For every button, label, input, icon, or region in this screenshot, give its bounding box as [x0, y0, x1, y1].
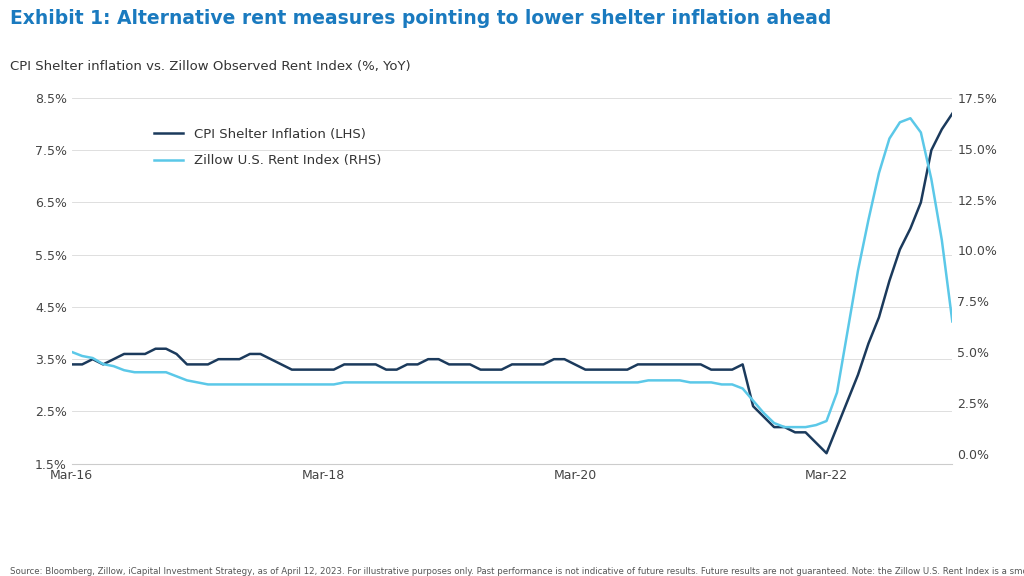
Text: Source: Bloomberg, Zillow, iCapital Investment Strategy, as of April 12, 2023. F: Source: Bloomberg, Zillow, iCapital Inve… [10, 567, 1024, 576]
Text: Exhibit 1: Alternative rent measures pointing to lower shelter inflation ahead: Exhibit 1: Alternative rent measures poi… [10, 9, 831, 28]
Text: CPI Shelter inflation vs. Zillow Observed Rent Index (%, YoY): CPI Shelter inflation vs. Zillow Observe… [10, 60, 411, 74]
Legend: CPI Shelter Inflation (LHS), Zillow U.S. Rent Index (RHS): CPI Shelter Inflation (LHS), Zillow U.S.… [148, 123, 386, 173]
